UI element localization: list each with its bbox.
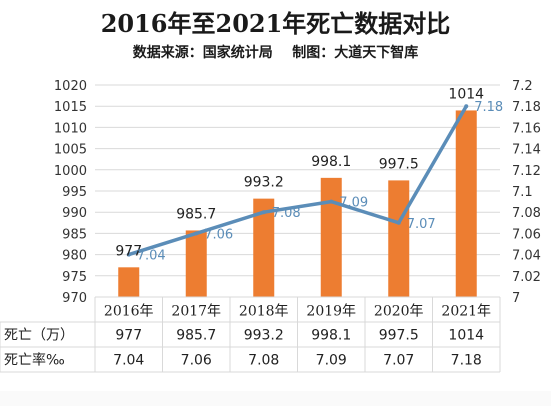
bar-data-label: 985.7: [176, 206, 216, 222]
table-cell: 985.7: [176, 328, 216, 344]
x-category-label: 2018年: [239, 304, 289, 320]
y-right-tick-label: 7.2: [512, 79, 533, 94]
bottom-strip: [0, 391, 551, 406]
y-right-tick-label: 7: [512, 291, 520, 306]
table-cell: 1014: [448, 328, 484, 344]
x-category-label: 2020年: [374, 304, 424, 320]
y-right-tick-label: 7.18: [512, 100, 541, 115]
y-right-tick-label: 7.06: [512, 227, 541, 242]
table-cell: 7.07: [383, 353, 414, 369]
y-right-tick-label: 7.08: [512, 206, 541, 221]
series-line: [127, 104, 468, 257]
bar: [118, 267, 140, 297]
y-left-tick-label: 1020: [54, 79, 87, 94]
bar-data-label: 997.5: [379, 156, 419, 172]
line-data-label: 7.08: [272, 206, 301, 221]
y-left-tick-label: 990: [62, 206, 87, 221]
x-category-label: 2021年: [441, 304, 491, 320]
line-point: [261, 210, 266, 215]
line-point: [464, 104, 469, 109]
bar: [185, 230, 207, 297]
bar-data-label: 1014: [448, 86, 484, 102]
table-cell: 977: [115, 328, 142, 344]
bar-data-label: 998.1: [311, 154, 351, 170]
table-cell: 7.06: [181, 353, 212, 369]
y-left-tick-label: 970: [62, 291, 87, 306]
table-series-name: 死亡（万）: [4, 328, 74, 344]
bar: [320, 177, 342, 297]
y-left-tick-label: 1000: [54, 164, 87, 179]
y-left-tick-label: 985: [62, 227, 87, 242]
y-right-tick-label: 7.14: [512, 143, 541, 158]
bar: [253, 198, 275, 297]
bar: [388, 180, 410, 297]
table-cell: 7.04: [113, 353, 144, 369]
y-right-tick-label: 7.12: [512, 164, 541, 179]
table-cell: 7.18: [451, 353, 482, 369]
table-cell: 997.5: [379, 328, 419, 344]
y-left-tick-label: 1010: [54, 121, 87, 136]
line-point: [396, 220, 401, 225]
bar: [455, 110, 477, 297]
table-cell: 993.2: [244, 328, 284, 344]
table-series-name: 死亡率‰: [4, 352, 65, 369]
line-data-label: 7.09: [339, 196, 368, 211]
line-data-label: 7.06: [204, 227, 233, 242]
line-data-label: 7.04: [137, 249, 166, 264]
chart-title: 2016年至2021年死亡数据对比: [100, 9, 451, 38]
y-right-tick-label: 7.02: [512, 270, 541, 285]
y-left-tick-label: 980: [62, 249, 87, 264]
y-right-tick-label: 7.1: [512, 185, 533, 200]
table-cell: 998.1: [311, 328, 351, 344]
table-cell: 7.09: [316, 353, 347, 369]
line-point: [126, 252, 131, 257]
line-point: [329, 199, 334, 204]
line-data-label: 7.07: [407, 217, 436, 232]
bar-data-label: 993.2: [244, 175, 284, 191]
y-left-tick-label: 995: [62, 185, 87, 200]
chart-subtitle: 数据来源：国家统计局 制图：大道天下智库: [132, 45, 419, 61]
x-category-label: 2017年: [171, 304, 221, 320]
y-left-tick-label: 1005: [54, 143, 87, 158]
line-point: [194, 231, 199, 236]
y-left-tick-label: 1015: [54, 100, 87, 115]
x-category-label: 2016年: [104, 304, 154, 320]
y-right-tick-label: 7.16: [512, 121, 541, 136]
table-cell: 7.08: [248, 353, 279, 369]
x-category-label: 2019年: [306, 304, 356, 320]
y-left-tick-label: 975: [62, 270, 87, 285]
y-right-tick-label: 7.04: [512, 249, 541, 264]
line-data-label: 7.18: [474, 100, 503, 115]
bar-data-label: 977: [115, 243, 142, 259]
